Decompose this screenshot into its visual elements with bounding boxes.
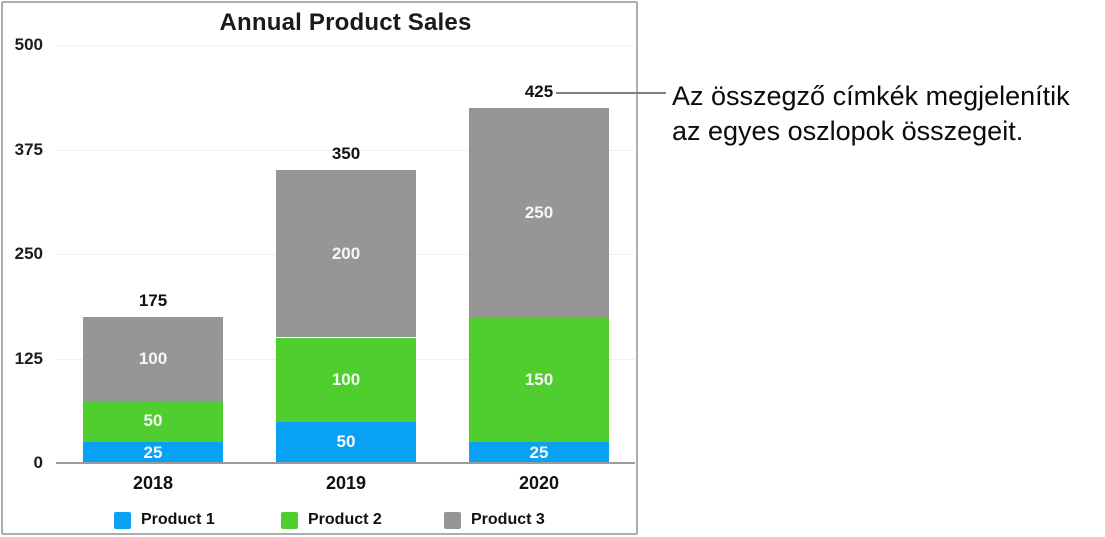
x-axis-label: 2019 <box>325 473 367 493</box>
bar-segment: 50 <box>276 421 416 463</box>
bar-total-label: 350 <box>331 144 361 163</box>
chart-title: Annual Product Sales <box>219 9 472 36</box>
annotation-text: Az összegző címkék megjelenítik az egyes… <box>672 79 1070 149</box>
segment-value-label: 150 <box>524 369 554 389</box>
x-axis-line <box>56 462 635 464</box>
bar-segment: 50 <box>83 400 223 442</box>
bar-total-label: 425 <box>524 82 554 101</box>
y-axis-tick-label: 500 <box>14 35 43 54</box>
segment-value-label: 200 <box>331 243 361 263</box>
annotation-line-2: az egyes oszlopok összegeit. <box>672 116 1024 146</box>
x-axis-label: 2020 <box>518 473 560 493</box>
y-axis-tick-label: 375 <box>14 140 43 159</box>
segment-value-label: 250 <box>524 202 554 222</box>
annotation-line-1: Az összegző címkék megjelenítik <box>672 81 1070 111</box>
gridline <box>56 45 635 46</box>
bar-segment: 25 <box>469 442 609 463</box>
bar-total-label: 175 <box>138 291 168 310</box>
callout-line <box>556 92 666 94</box>
legend-item: Product 1 <box>114 511 215 529</box>
legend-label: Product 2 <box>308 511 382 528</box>
legend-swatch <box>444 511 461 529</box>
y-axis-tick-label: 125 <box>14 349 43 368</box>
gridline <box>56 150 635 151</box>
segment-value-label: 100 <box>138 349 168 368</box>
bar-segment: 25 <box>83 442 223 463</box>
legend-label: Product 1 <box>141 511 215 528</box>
legend-item: Product 3 <box>444 511 545 529</box>
bar-segment: 100 <box>276 338 416 422</box>
chart-panel: Annual Product Sales 0 125 250 375 500 25 50 10… <box>1 1 638 535</box>
legend-swatch <box>281 511 298 529</box>
bar-segment: 150 <box>469 317 609 442</box>
x-axis-label: 2018 <box>132 473 174 493</box>
bar-segment: 100 <box>83 317 223 401</box>
segment-value-label: 50 <box>143 411 163 430</box>
y-axis-tick-label: 250 <box>14 244 43 263</box>
bar-segment: 250 <box>469 108 609 317</box>
chart-legend: Product 1 Product 2 Product 3 <box>3 3 636 533</box>
segment-value-label: 100 <box>331 370 361 389</box>
legend-item: Product 2 <box>281 511 382 529</box>
y-axis-tick-label: 0 <box>33 453 43 472</box>
segment-value-label: 25 <box>143 442 163 462</box>
plot-area: 0 125 250 375 500 25 50 100 175 2018 50 100 200 350 20… <box>3 3 636 533</box>
bar-segment: 200 <box>276 170 416 337</box>
segment-value-label: 50 <box>336 432 356 451</box>
segment-value-label: 25 <box>529 442 549 462</box>
legend-swatch <box>114 511 131 529</box>
legend-label: Product 3 <box>471 511 545 528</box>
